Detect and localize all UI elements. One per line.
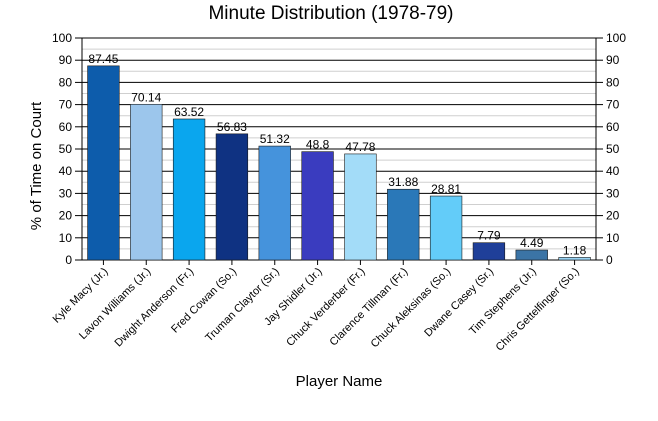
y-tick-label-left: 100 [52,31,72,45]
y-tick-label-right: 20 [606,209,620,223]
y-tick-label-left: 70 [59,98,73,112]
y-tick-label-right: 0 [606,253,613,267]
bar [387,188,420,261]
bar [172,118,206,261]
axes [75,37,603,265]
gridlines [82,37,596,261]
y-tick-label-right: 100 [606,31,626,45]
bar [301,151,334,261]
bar-value-label: 48.8 [306,138,330,152]
y-tick-label-left: 80 [59,75,73,89]
chart-title: Minute Distribution (1978-79) [208,3,453,24]
bar-value-label: 51.32 [260,132,290,146]
bar [429,195,463,261]
bar [87,65,120,261]
bar-value-label: 31.88 [388,175,418,189]
y-tick-label-right: 80 [606,75,620,89]
bar [130,103,163,261]
y-tick-label-right: 50 [606,142,620,156]
x-tick-label: Chris Gettelfinger (So.) [494,266,582,354]
y-tick-label-right: 70 [606,98,620,112]
y-tick-label-right: 30 [606,186,620,200]
y-tick-label-left: 40 [59,164,73,178]
bar-value-label: 87.45 [88,52,118,66]
x-tick-label: Chuck Aleksinas (So.) [369,266,454,351]
bar-value-label: 1.18 [563,243,587,257]
y-axis-label: % of Time on Court [28,101,45,230]
x-axis-label: Player Name [296,373,383,390]
x-tick-label: Dwight Anderson (Fr.) [113,266,197,350]
bar [515,249,548,261]
y-tick-label-left: 60 [59,120,73,134]
y-tick-label-right: 60 [606,120,620,134]
bar-value-label: 28.81 [431,182,461,196]
y-tick-label-left: 0 [65,253,72,267]
y-tick-label-left: 90 [59,53,73,67]
bar-value-label: 7.79 [477,229,501,243]
x-tick-label: Chuck Verderber (Fr.) [284,266,367,349]
y-tick-label-left: 50 [59,142,73,156]
bar [558,257,591,261]
y-tick-label-left: 10 [59,231,73,245]
bar [344,153,377,261]
bar [472,242,506,261]
bar-value-label: 47.78 [345,140,375,154]
y-tick-label-left: 30 [59,186,73,200]
bars [87,65,591,261]
y-tick-label-left: 20 [59,209,73,223]
y-tick-label-right: 40 [606,164,620,178]
y-tick-label-right: 10 [606,231,620,245]
x-tick-label: Truman Claytor (Sr.) [203,266,282,345]
bar-value-label: 4.49 [520,236,544,250]
x-tick-label: Lavon Williams (Jr.) [77,266,153,342]
bar-value-label: 70.14 [131,90,161,104]
bar [258,145,291,261]
x-tick-label: Clarence Tillman (Fr.) [328,266,411,349]
bar-value-label: 56.83 [217,120,247,134]
bar-value-label: 63.52 [174,105,204,119]
y-tick-label-right: 90 [606,53,620,67]
bar [215,133,249,261]
